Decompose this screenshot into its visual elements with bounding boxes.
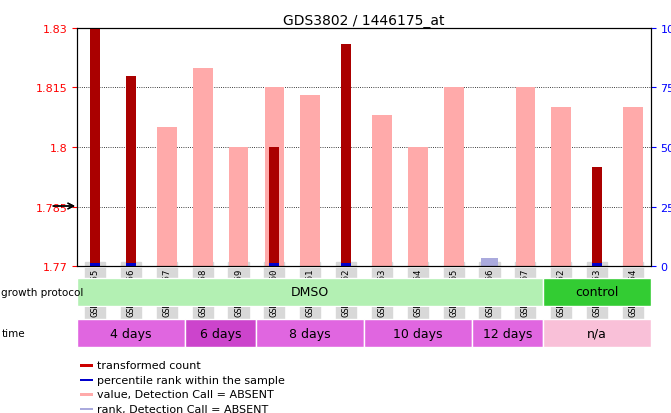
Bar: [185, 320, 256, 347]
Text: time: time: [1, 328, 25, 339]
Text: DMSO: DMSO: [291, 286, 329, 299]
Bar: [364, 320, 472, 347]
Bar: [623, 108, 643, 266]
Text: 6 days: 6 days: [200, 327, 242, 340]
Bar: [301, 96, 320, 266]
Bar: [592, 263, 602, 266]
Bar: [408, 147, 427, 266]
Bar: [269, 147, 279, 266]
Text: 12 days: 12 days: [482, 327, 532, 340]
Text: n/a: n/a: [587, 327, 607, 340]
Text: rank, Detection Call = ABSENT: rank, Detection Call = ABSENT: [97, 404, 268, 413]
Bar: [90, 263, 100, 266]
Bar: [256, 320, 364, 347]
Text: value, Detection Call = ABSENT: value, Detection Call = ABSENT: [97, 389, 274, 399]
Text: growth protocol: growth protocol: [1, 287, 84, 297]
Bar: [341, 263, 351, 266]
Bar: [372, 116, 392, 266]
Title: GDS3802 / 1446175_at: GDS3802 / 1446175_at: [283, 14, 445, 28]
Bar: [229, 147, 248, 266]
Bar: [77, 320, 185, 347]
Bar: [444, 88, 464, 266]
Bar: [515, 88, 535, 266]
Bar: [80, 364, 93, 367]
Bar: [157, 128, 176, 266]
Bar: [80, 379, 93, 381]
Bar: [80, 393, 93, 396]
Text: control: control: [576, 286, 619, 299]
Bar: [264, 88, 285, 266]
Bar: [80, 408, 93, 410]
Bar: [544, 278, 651, 306]
Bar: [482, 259, 498, 266]
Bar: [126, 76, 136, 266]
Bar: [472, 320, 544, 347]
Bar: [269, 263, 279, 266]
Text: percentile rank within the sample: percentile rank within the sample: [97, 375, 285, 385]
Bar: [592, 167, 602, 266]
Text: transformed count: transformed count: [97, 361, 201, 370]
Text: 10 days: 10 days: [393, 327, 443, 340]
Bar: [126, 263, 136, 266]
Bar: [544, 320, 651, 347]
Bar: [193, 69, 213, 266]
Bar: [77, 278, 544, 306]
Bar: [341, 45, 351, 266]
Text: 4 days: 4 days: [110, 327, 152, 340]
Text: 8 days: 8 days: [289, 327, 331, 340]
Bar: [90, 29, 100, 266]
Bar: [552, 108, 571, 266]
